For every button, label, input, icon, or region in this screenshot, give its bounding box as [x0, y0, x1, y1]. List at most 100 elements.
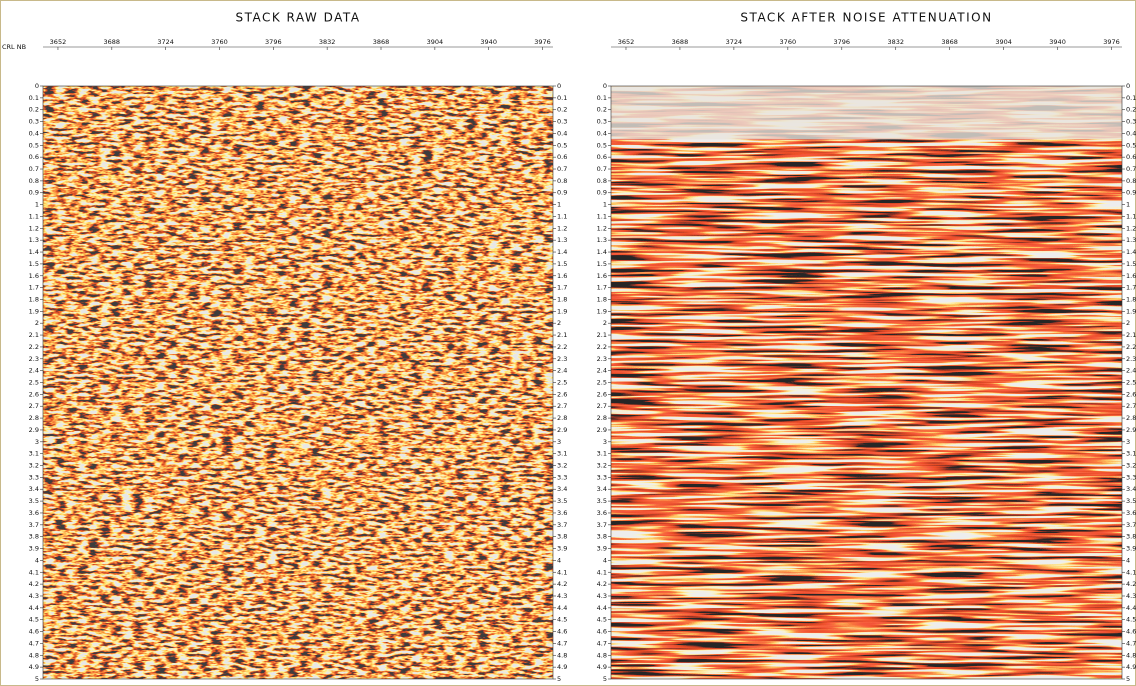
- y-tick-label: 1.5: [597, 260, 607, 268]
- y-tick-label: 1.8: [557, 295, 567, 303]
- x-tick-label: 3760: [211, 38, 228, 46]
- y-tick-label: 5: [603, 675, 607, 683]
- y-tick-label: 0.2: [597, 106, 607, 114]
- y-tick-label: 2: [603, 319, 607, 327]
- y-tick-label: 3.7: [29, 521, 39, 529]
- y-tick-label: 2.8: [1126, 414, 1136, 422]
- y-tick-label: 1.7: [597, 284, 607, 292]
- x-tick-label: 3832: [887, 38, 904, 46]
- x-tick-label: 3796: [265, 38, 282, 46]
- y-tick-label: 1.2: [597, 224, 607, 232]
- y-tick-label: 4.9: [597, 663, 607, 671]
- y-tick-label: 2: [1126, 319, 1130, 327]
- y-tick-label: 0.2: [29, 106, 39, 114]
- y-tick-label: 3: [1126, 438, 1130, 446]
- y-tick-label: 4.8: [29, 651, 39, 659]
- y-tick-label: 2.1: [557, 331, 567, 339]
- y-tick-label: 0.8: [597, 177, 607, 185]
- y-tick-label: 4.7: [29, 639, 39, 647]
- y-tick-label: 3.2: [597, 462, 607, 470]
- y-tick-label: 5: [1126, 675, 1130, 683]
- y-tick-label: 3.2: [557, 462, 567, 470]
- y-tick-label: 2.6: [557, 390, 567, 398]
- y-tick-label: 2.4: [1126, 367, 1136, 375]
- y-tick-label: 4.6: [1126, 628, 1136, 636]
- y-tick-label: 0.1: [597, 94, 607, 102]
- y-tick-label: 2.8: [557, 414, 567, 422]
- panels: STACK RAW DATA CRL NB 3652 3688 3724 3760 3796…: [2, 11, 1136, 684]
- panel-title: STACK AFTER NOISE ATTENUATION: [740, 11, 992, 25]
- y-tick-label: 2.9: [557, 426, 567, 434]
- y-tick-label: 4.1: [29, 568, 39, 576]
- y-tick-label: 1.8: [1126, 295, 1136, 303]
- x-tick-label: 3652: [50, 38, 67, 46]
- y-tick-label: 1.1: [29, 212, 39, 220]
- y-tick-label: 0.8: [29, 177, 39, 185]
- x-tick-label: 3832: [319, 38, 336, 46]
- y-tick-label: 2.3: [1126, 355, 1136, 363]
- y-tick-label: 2.2: [1126, 343, 1136, 351]
- y-tick-label: 4.4: [29, 604, 39, 612]
- y-tick-label: 2: [557, 319, 561, 327]
- y-tick-label: 2.8: [597, 414, 607, 422]
- x-tick-label: 3688: [672, 38, 689, 46]
- x-tick-label: 3796: [834, 38, 851, 46]
- y-tick-label: 1.9: [557, 307, 567, 315]
- y-tick-label: 0: [1126, 82, 1130, 90]
- y-tick-label: 3.1: [597, 450, 607, 458]
- x-tick-label: 3724: [726, 38, 743, 46]
- y-tick-label: 1.7: [29, 284, 39, 292]
- y-tick-label: 4.2: [597, 580, 607, 588]
- y-tick-label: 0.3: [557, 118, 567, 126]
- y-tick-label: 0.3: [597, 118, 607, 126]
- y-tick-label: 1.5: [1126, 260, 1136, 268]
- y-tick-label: 2.3: [597, 355, 607, 363]
- y-tick-label: 1.4: [29, 248, 39, 256]
- y-tick-label: 4.4: [1126, 604, 1136, 612]
- y-tick-label: 2.6: [597, 390, 607, 398]
- y-tick-label: 0.1: [1126, 94, 1136, 102]
- y-tick-label: 4.7: [557, 639, 567, 647]
- y-tick-label: 2.8: [29, 414, 39, 422]
- y-tick-label: 4.9: [29, 663, 39, 671]
- y-tick-label: 0.4: [29, 129, 39, 137]
- y-tick-label: 4.6: [557, 628, 567, 636]
- x-tick-label: 3976: [534, 38, 551, 46]
- y-tick-label: 4.6: [597, 628, 607, 636]
- y-tick-label: 0.3: [1126, 118, 1136, 126]
- y-tick-label: 0.7: [29, 165, 39, 173]
- y-tick-label: 3.5: [597, 497, 607, 505]
- y-tick-label: 4.7: [1126, 639, 1136, 647]
- y-tick-label: 5: [35, 675, 39, 683]
- y-tick-label: 1: [557, 201, 561, 209]
- y-tick-label: 3.6: [1126, 509, 1136, 517]
- y-tick-label: 0.9: [1126, 189, 1136, 197]
- x-axis-label: CRL NB: [2, 43, 26, 51]
- y-tick-label: 2.7: [597, 402, 607, 410]
- x-tick-label: 3868: [941, 38, 958, 46]
- y-tick-label: 4.2: [29, 580, 39, 588]
- y-tick-label: 1.8: [597, 295, 607, 303]
- y-tick-label: 1.2: [29, 224, 39, 232]
- y-tick-label: 4.2: [1126, 580, 1136, 588]
- y-tick-label: 2.7: [29, 402, 39, 410]
- y-tick-label: 2.7: [1126, 402, 1136, 410]
- y-tick-label: 1.6: [1126, 272, 1136, 280]
- y-tick-label: 1.2: [557, 224, 567, 232]
- y-tick-label: 0.8: [557, 177, 567, 185]
- seismic-section: [43, 86, 553, 679]
- y-tick-label: 0.1: [557, 94, 567, 102]
- y-tick-label: 2.2: [557, 343, 567, 351]
- y-tick-label: 1.4: [557, 248, 567, 256]
- y-tick-label: 4.4: [557, 604, 567, 612]
- x-tick-label: 3688: [104, 38, 121, 46]
- x-tick-label: 3940: [1049, 38, 1066, 46]
- y-tick-label: 2.4: [29, 367, 39, 375]
- y-tick-label: 2.7: [557, 402, 567, 410]
- y-tick-label: 4.5: [597, 616, 607, 624]
- y-tick-label: 3.3: [557, 473, 567, 481]
- y-tick-label: 0.1: [29, 94, 39, 102]
- y-tick-label: 4.3: [597, 592, 607, 600]
- y-tick-label: 1.1: [557, 212, 567, 220]
